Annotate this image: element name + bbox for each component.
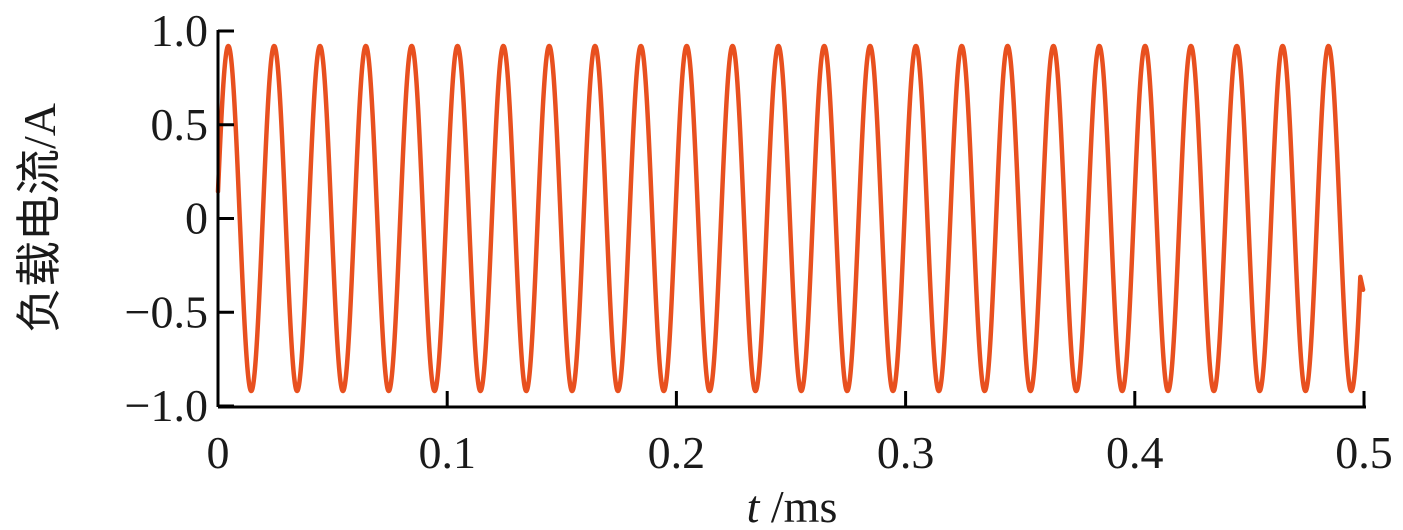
x-tick-label: 0 — [207, 427, 230, 478]
plot-area — [215, 43, 1366, 394]
x-tick-label: 0.1 — [418, 427, 476, 478]
y-tick-label: 0 — [185, 193, 208, 244]
x-axis-title: t /ms — [747, 481, 838, 530]
x-axis-variable: t — [747, 481, 761, 530]
x-tick-label: 0.4 — [1106, 427, 1164, 478]
y-tick-label: −1.0 — [125, 380, 208, 431]
y-tick-label: 1.0 — [151, 5, 209, 56]
y-ticks: 1.0 0.5 0 −0.5 −1.0 — [125, 5, 234, 431]
series-line-load-current — [215, 43, 1366, 394]
x-tick-label: 0.5 — [1335, 427, 1393, 478]
y-tick-label: −0.5 — [125, 286, 208, 337]
x-tick-label: 0.2 — [648, 427, 706, 478]
x-axis-unit: /ms — [759, 481, 837, 530]
x-tick-label: 0.3 — [877, 427, 935, 478]
y-axis-title: 负载电流/A — [14, 103, 65, 333]
y-tick-label: 0.5 — [151, 99, 209, 150]
x-ticks: 0 0.1 0.2 0.3 0.4 0.5 — [207, 391, 1393, 478]
